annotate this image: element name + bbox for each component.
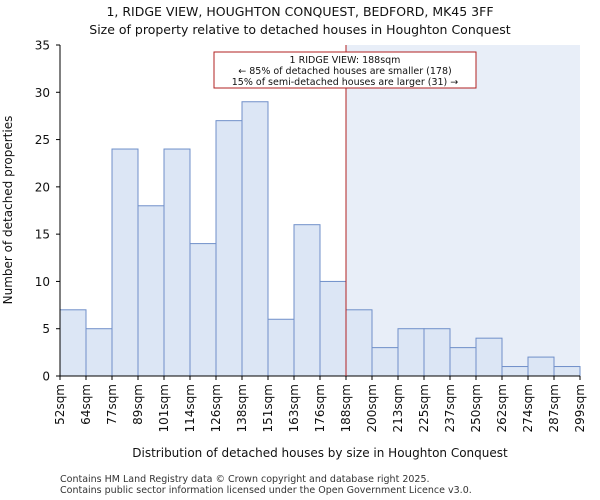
y-tick-label-5: 5 <box>42 322 50 336</box>
bar-151sqm <box>267 318 295 377</box>
chart-subtitle: Size of property relative to detached ho… <box>89 22 511 37</box>
x-tick-label-176sqm: 176sqm <box>313 384 327 432</box>
bar-114sqm <box>189 243 217 377</box>
bar-200sqm <box>371 347 399 377</box>
annotation-box <box>213 51 477 89</box>
larger-region-shade <box>346 45 580 376</box>
bar-176sqm <box>319 280 347 377</box>
bar-138sqm <box>241 101 269 377</box>
x-tick-label-101sqm: 101sqm <box>157 384 171 432</box>
x-tick-label-299sqm: 299sqm <box>573 384 587 432</box>
y-tick-label-25: 25 <box>35 133 50 147</box>
x-tick-label-274sqm: 274sqm <box>521 384 535 432</box>
x-axis-label: Distribution of detached houses by size … <box>132 446 508 460</box>
chart-title: 1, RIDGE VIEW, HOUGHTON CONQUEST, BEDFOR… <box>106 4 493 19</box>
y-tick-label-20: 20 <box>35 180 50 194</box>
bar-64sqm <box>85 328 113 377</box>
annotation-line-3: 15% of semi-detached houses are larger (… <box>232 77 459 88</box>
bar-250sqm <box>475 337 503 377</box>
bar-287sqm <box>553 366 581 377</box>
x-tick-label-163sqm: 163sqm <box>287 384 301 432</box>
bar-262sqm <box>501 366 529 377</box>
x-tick-label-126sqm: 126sqm <box>209 384 223 432</box>
y-tick-label-10: 10 <box>35 275 50 289</box>
bar-225sqm <box>423 328 451 377</box>
annotation-line-1: 1 RIDGE VIEW: 188sqm <box>290 55 401 66</box>
y-tick-label-30: 30 <box>35 86 50 100</box>
footer-line-2: Contains public sector information licen… <box>60 485 472 496</box>
x-tick-label-52sqm: 52sqm <box>53 384 67 425</box>
plot-area: 0 5 10 15 20 25 30 35 52sqm 64sqm 77sqm 89sqm 101sqm… <box>35 39 587 433</box>
bar-237sqm <box>449 347 477 377</box>
y-tick-label-0: 0 <box>42 370 50 384</box>
x-tick-label-287sqm: 287sqm <box>547 384 561 432</box>
y-axis-label: Number of detached properties <box>1 116 15 305</box>
x-tick-label-138sqm: 138sqm <box>235 384 249 432</box>
bar-188sqm <box>345 309 373 377</box>
bar-126sqm <box>215 120 243 377</box>
bar-101sqm <box>163 148 191 377</box>
x-tick-label-188sqm: 188sqm <box>339 384 353 432</box>
x-tick-label-237sqm: 237sqm <box>443 384 457 432</box>
bar-89sqm <box>137 205 165 377</box>
bar-213sqm <box>397 328 425 377</box>
x-tick-label-77sqm: 77sqm <box>105 384 119 425</box>
annotation-line-2: ← 85% of detached houses are smaller (17… <box>238 66 451 77</box>
x-tick-label-114sqm: 114sqm <box>183 384 197 432</box>
x-tick-label-89sqm: 89sqm <box>131 384 145 425</box>
footer-line-1: Contains HM Land Registry data © Crown c… <box>60 474 430 485</box>
bar-77sqm <box>111 148 139 377</box>
bar-274sqm <box>527 356 555 377</box>
x-tick-label-213sqm: 213sqm <box>391 384 405 432</box>
x-tick-label-262sqm: 262sqm <box>495 384 509 432</box>
y-tick-label-35: 35 <box>35 39 50 53</box>
x-tick-label-151sqm: 151sqm <box>261 384 275 432</box>
x-tick-label-250sqm: 250sqm <box>469 384 483 432</box>
x-tick-label-225sqm: 225sqm <box>417 384 431 432</box>
bar-163sqm <box>293 224 321 377</box>
y-tick-label-15: 15 <box>35 228 50 242</box>
x-tick-label-200sqm: 200sqm <box>365 384 379 432</box>
bar-52sqm <box>59 309 87 377</box>
x-tick-label-64sqm: 64sqm <box>79 384 93 425</box>
